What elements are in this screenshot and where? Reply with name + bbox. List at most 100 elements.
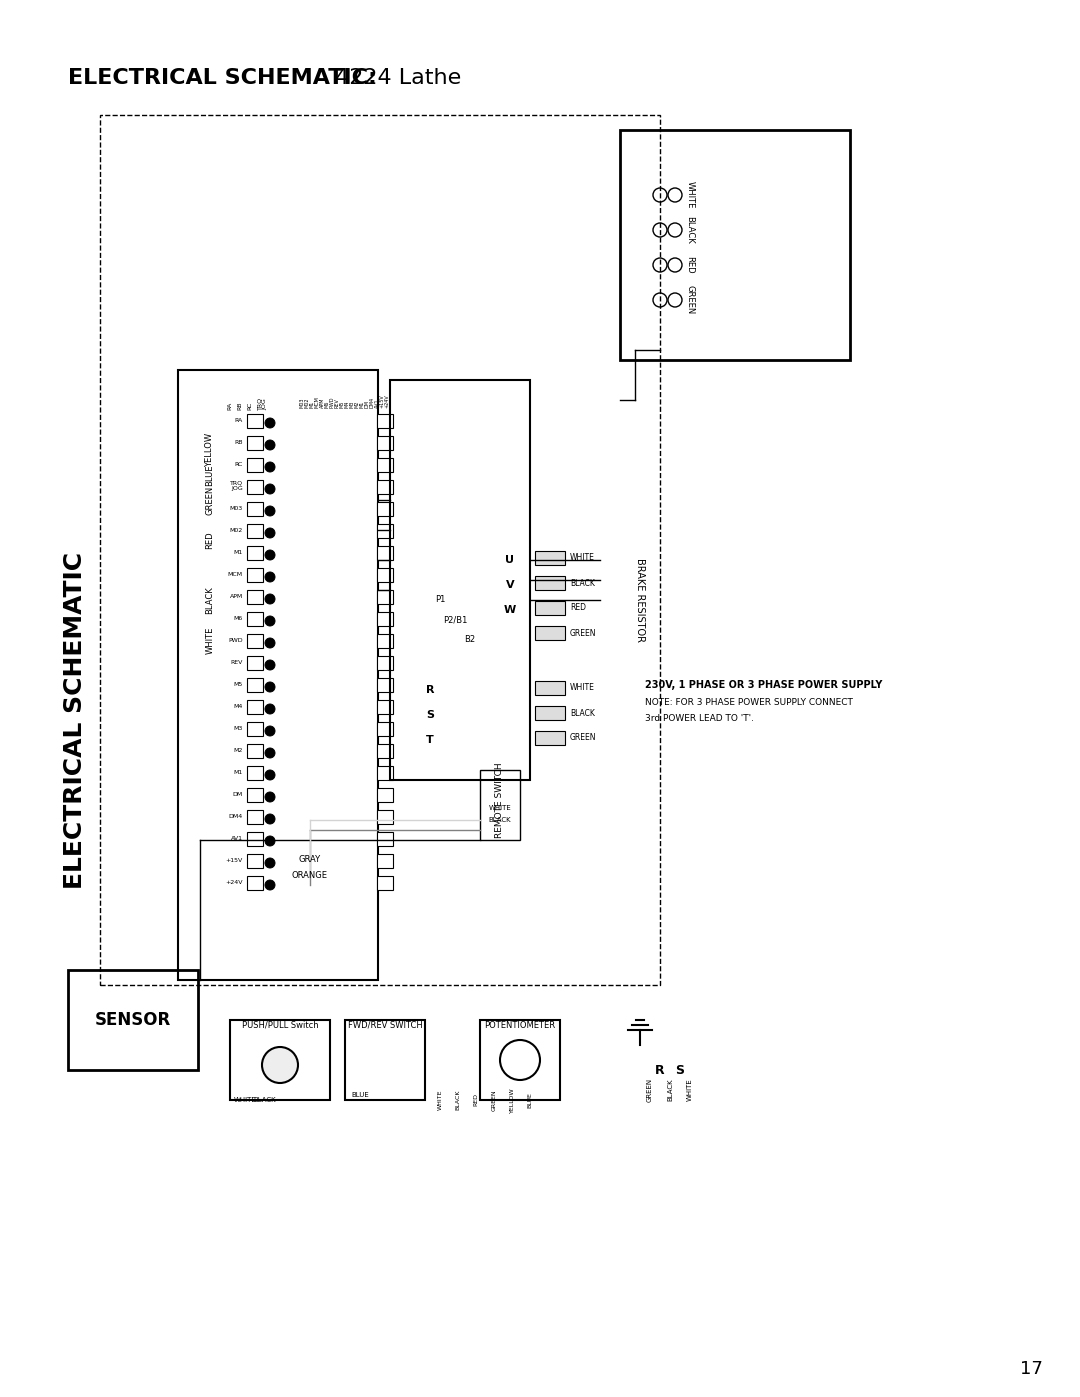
Text: JOG: JOG bbox=[262, 398, 268, 409]
Text: WHITE: WHITE bbox=[686, 182, 694, 208]
Text: NOTE: FOR 3 PHASE POWER SUPPLY CONNECT: NOTE: FOR 3 PHASE POWER SUPPLY CONNECT bbox=[645, 698, 853, 707]
Text: WHITE: WHITE bbox=[570, 683, 595, 693]
Text: +15V: +15V bbox=[379, 394, 384, 408]
Bar bbox=[377, 678, 393, 692]
Circle shape bbox=[669, 224, 681, 237]
Bar bbox=[247, 700, 264, 714]
Text: S: S bbox=[426, 710, 434, 719]
Text: APM: APM bbox=[230, 594, 243, 598]
Bar bbox=[377, 502, 393, 515]
Bar bbox=[535, 705, 565, 719]
Bar bbox=[377, 766, 393, 780]
Text: M2: M2 bbox=[233, 747, 243, 753]
Text: RC: RC bbox=[247, 401, 253, 409]
Text: RB: RB bbox=[238, 401, 243, 409]
Bar bbox=[377, 854, 393, 868]
Bar bbox=[377, 524, 393, 538]
Circle shape bbox=[265, 770, 275, 780]
Text: BLACK: BLACK bbox=[456, 1090, 460, 1111]
Text: RED: RED bbox=[205, 531, 215, 549]
Text: BLACK: BLACK bbox=[667, 1078, 673, 1101]
Text: BLACK: BLACK bbox=[205, 587, 215, 613]
Text: P1: P1 bbox=[435, 595, 445, 605]
Text: REV: REV bbox=[335, 398, 339, 408]
Bar bbox=[620, 130, 850, 360]
Text: POTENTIOMETER: POTENTIOMETER bbox=[485, 1020, 555, 1030]
Bar bbox=[247, 569, 264, 583]
Text: +15V: +15V bbox=[226, 858, 243, 862]
Text: GRAY: GRAY bbox=[299, 855, 321, 865]
Circle shape bbox=[265, 483, 275, 495]
Text: P2/B1: P2/B1 bbox=[443, 616, 468, 624]
Text: M2: M2 bbox=[354, 401, 360, 408]
Text: GREEN: GREEN bbox=[647, 1078, 653, 1102]
Text: W: W bbox=[504, 605, 516, 615]
Bar bbox=[377, 634, 393, 648]
Circle shape bbox=[265, 814, 275, 824]
Bar bbox=[247, 854, 264, 868]
Text: BLUE: BLUE bbox=[205, 464, 215, 486]
Text: M1: M1 bbox=[233, 549, 243, 555]
Bar bbox=[377, 657, 393, 671]
Text: BLACK: BLACK bbox=[488, 817, 511, 823]
Circle shape bbox=[265, 616, 275, 626]
Text: MCM: MCM bbox=[314, 397, 320, 408]
Text: WHITE: WHITE bbox=[437, 1090, 443, 1111]
Text: M5: M5 bbox=[233, 682, 243, 686]
Text: U: U bbox=[505, 555, 514, 564]
Text: BLACK: BLACK bbox=[570, 708, 595, 718]
Circle shape bbox=[265, 682, 275, 692]
Text: DM4: DM4 bbox=[229, 813, 243, 819]
Bar bbox=[377, 458, 393, 472]
Bar bbox=[247, 414, 264, 427]
Circle shape bbox=[265, 528, 275, 538]
Text: FWD/REV SWITCH: FWD/REV SWITCH bbox=[348, 1020, 422, 1030]
Bar bbox=[535, 731, 565, 745]
Bar bbox=[247, 722, 264, 736]
Circle shape bbox=[669, 189, 681, 203]
Circle shape bbox=[653, 189, 667, 203]
Bar bbox=[247, 502, 264, 515]
Text: WHITE: WHITE bbox=[488, 805, 511, 812]
Bar bbox=[377, 745, 393, 759]
Text: WHITE: WHITE bbox=[233, 1097, 256, 1104]
Circle shape bbox=[653, 293, 667, 307]
Text: RA: RA bbox=[228, 402, 232, 409]
Bar bbox=[178, 370, 378, 981]
Bar bbox=[377, 481, 393, 495]
Text: ELECTRICAL SCHEMATIC: ELECTRICAL SCHEMATIC bbox=[63, 552, 87, 888]
Text: RC: RC bbox=[234, 461, 243, 467]
Bar bbox=[247, 612, 264, 626]
Text: M6: M6 bbox=[233, 616, 243, 620]
Text: M1: M1 bbox=[310, 401, 314, 408]
Bar bbox=[535, 550, 565, 564]
Circle shape bbox=[653, 224, 667, 237]
Bar bbox=[377, 833, 393, 847]
Text: YELLOW: YELLOW bbox=[510, 1087, 514, 1113]
Bar bbox=[247, 833, 264, 847]
Text: M03: M03 bbox=[299, 398, 305, 408]
Text: M3: M3 bbox=[233, 725, 243, 731]
Text: WHITE: WHITE bbox=[570, 553, 595, 563]
Text: PWD: PWD bbox=[228, 637, 243, 643]
Bar bbox=[535, 576, 565, 590]
Text: V: V bbox=[505, 580, 514, 590]
Circle shape bbox=[669, 293, 681, 307]
Bar bbox=[377, 569, 393, 583]
Text: BLUE: BLUE bbox=[351, 1092, 369, 1098]
Bar bbox=[247, 436, 264, 450]
Text: BLACK: BLACK bbox=[254, 1097, 276, 1104]
Text: BLACK: BLACK bbox=[570, 578, 595, 588]
Text: 17: 17 bbox=[1020, 1361, 1043, 1377]
Text: GREEN: GREEN bbox=[205, 485, 215, 514]
Text: ORANGE: ORANGE bbox=[292, 870, 328, 880]
Circle shape bbox=[265, 726, 275, 736]
Bar bbox=[247, 634, 264, 648]
Bar bbox=[377, 876, 393, 890]
Text: R: R bbox=[656, 1063, 665, 1077]
Text: YELLOW: YELLOW bbox=[205, 433, 215, 467]
Text: BLUE: BLUE bbox=[527, 1092, 532, 1108]
Text: M02: M02 bbox=[305, 398, 310, 408]
Text: REMOTE SWITCH: REMOTE SWITCH bbox=[496, 763, 504, 838]
Bar bbox=[247, 546, 264, 560]
